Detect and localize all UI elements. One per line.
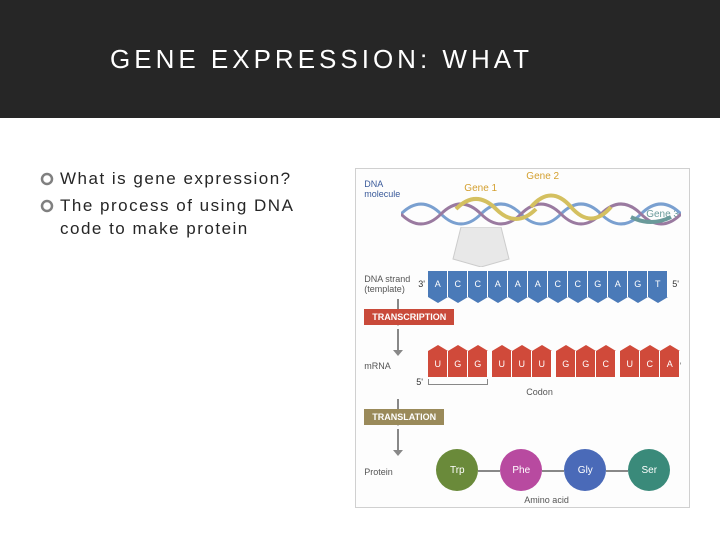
dna-template-strand: ACCAAACCGAGT [428,271,668,297]
dna-nucleotide: C [448,271,468,297]
dna-nucleotide: A [428,271,448,297]
mrna-nucleotide: C [640,351,660,377]
mrna-nucleotide: G [468,351,488,377]
bullet-circle-icon [40,199,54,213]
amino-acid-label: Amino acid [524,495,569,505]
amino-acid: Ser [628,449,670,491]
bullet-text: The process of using DNA code to make pr… [60,195,335,241]
gene-expression-diagram: DNAmolecule Gene 1 Gene 2 Gene 3 DNA str… [355,168,690,508]
protein-label: Protein [364,467,393,477]
mrna-nucleotide: U [620,351,640,377]
dna-nucleotide: G [628,271,648,297]
codon: UGG [428,351,488,377]
mrna-nucleotide: A [660,351,680,377]
bullet-circle-icon [40,172,54,186]
dna-nucleotide: A [608,271,628,297]
dna-nucleotide: C [468,271,488,297]
mrna-nucleotide: G [576,351,596,377]
bullet-list: What is gene expression? The process of … [40,168,335,508]
five-prime-label: 5' [672,279,679,289]
dna-template-label: DNA strand(template) [364,274,410,294]
mrna-nucleotide: U [492,351,512,377]
codon: GGC [556,351,616,377]
mrna-nucleotide: G [448,351,468,377]
codon: UCA [620,351,680,377]
dna-nucleotide: G [588,271,608,297]
dna-nucleotide: A [488,271,508,297]
bullet-text: What is gene expression? [60,168,292,191]
gene2-label: Gene 2 [526,171,559,182]
amino-acid: Trp [436,449,478,491]
protein-chain: Trp Phe Gly Ser [436,449,670,491]
dna-nucleotide: T [648,271,668,297]
transcription-step: TRANSCRIPTION [364,309,454,325]
codon-label: Codon [526,387,553,397]
five-prime-mrna: 5' [416,377,423,387]
slide-header: GENE EXPRESSION: WHAT [0,0,720,118]
bullet-item: What is gene expression? [40,168,335,191]
mrna-nucleotide: U [512,351,532,377]
codon: UUU [492,351,552,377]
translation-step: TRANSLATION [364,409,444,425]
codon-bracket [428,379,488,385]
amino-acid: Phe [500,449,542,491]
slide-title: GENE EXPRESSION: WHAT [110,44,533,75]
slide-content: What is gene expression? The process of … [0,118,720,508]
mrna-nucleotide: C [596,351,616,377]
amino-acid: Gly [564,449,606,491]
dna-nucleotide: A [508,271,528,297]
mrna-label: mRNA [364,361,391,371]
dna-nucleotide: C [568,271,588,297]
mrna-strand: UGGUUUGGCUCA [428,351,684,377]
dna-molecule-label: DNAmolecule [364,179,400,199]
three-prime-label: 3' [418,279,425,289]
mrna-nucleotide: U [428,351,448,377]
dna-nucleotide: A [528,271,548,297]
mrna-nucleotide: G [556,351,576,377]
expand-arrow-icon [451,227,511,267]
dna-helix-icon [401,189,681,239]
bullet-item: The process of using DNA code to make pr… [40,195,335,241]
dna-nucleotide: C [548,271,568,297]
mrna-nucleotide: U [532,351,552,377]
